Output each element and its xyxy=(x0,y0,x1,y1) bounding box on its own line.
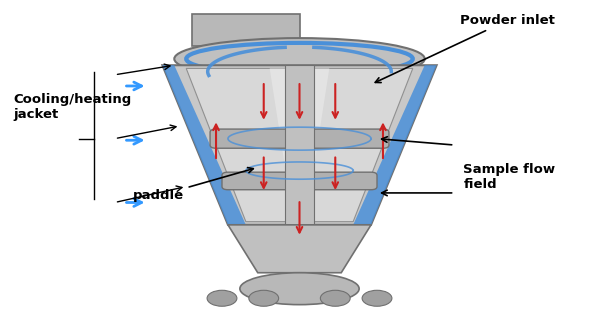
Text: Sample flow
field: Sample flow field xyxy=(464,163,556,191)
Polygon shape xyxy=(228,225,371,273)
FancyBboxPatch shape xyxy=(285,65,314,225)
Ellipse shape xyxy=(240,273,359,305)
FancyBboxPatch shape xyxy=(192,14,300,46)
FancyBboxPatch shape xyxy=(222,172,377,190)
Circle shape xyxy=(320,290,350,306)
Ellipse shape xyxy=(174,38,425,80)
Text: Cooling/heating
jacket: Cooling/heating jacket xyxy=(13,93,132,121)
Text: paddle: paddle xyxy=(132,167,253,202)
Circle shape xyxy=(207,290,237,306)
Polygon shape xyxy=(186,69,413,222)
Polygon shape xyxy=(162,65,246,225)
Circle shape xyxy=(249,290,279,306)
FancyBboxPatch shape xyxy=(210,129,389,148)
Polygon shape xyxy=(162,65,437,225)
Polygon shape xyxy=(270,69,329,222)
Polygon shape xyxy=(353,65,437,225)
Text: Powder inlet: Powder inlet xyxy=(375,14,555,82)
Circle shape xyxy=(362,290,392,306)
